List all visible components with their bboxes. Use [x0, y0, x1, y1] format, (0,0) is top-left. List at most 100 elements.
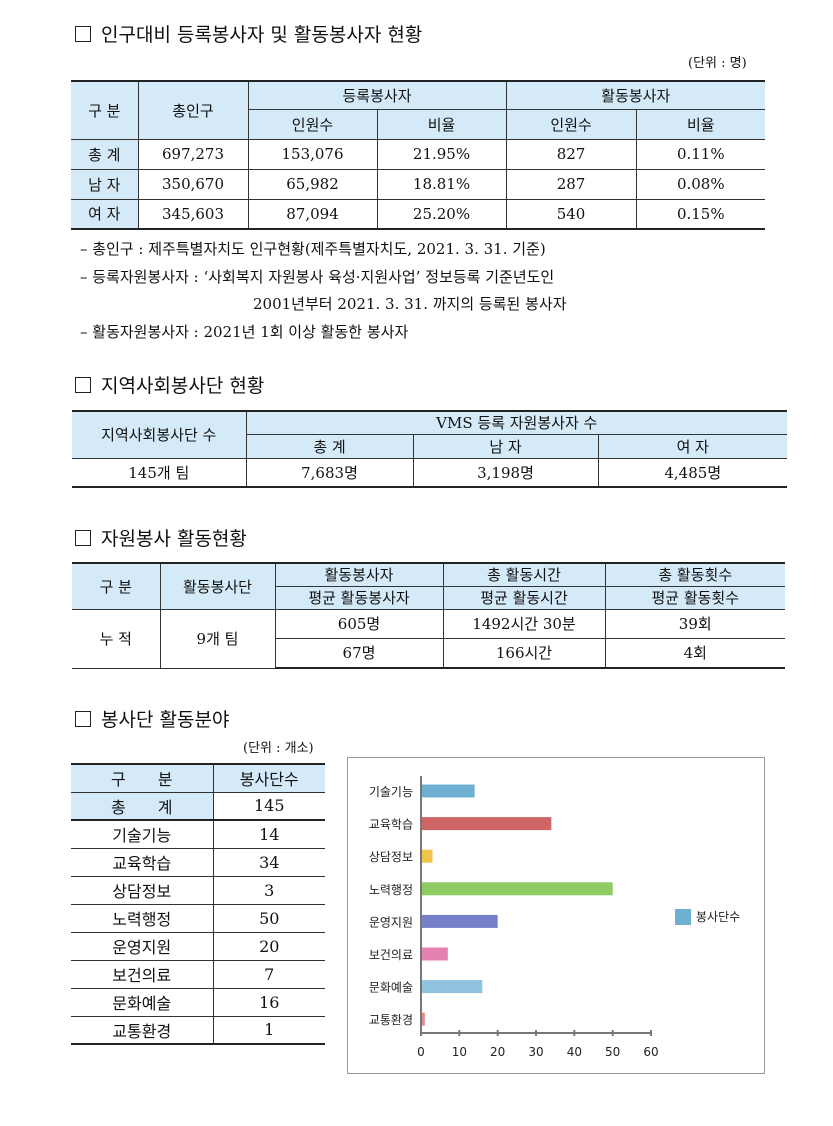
- category-label: 상담정보: [369, 850, 413, 864]
- cell-reg-ratio: 18.81%: [376, 168, 507, 200]
- section4-title-text: 봉사단 활동분야: [101, 709, 230, 731]
- x-tick-label: 50: [605, 1045, 620, 1059]
- cell-reg-count: 87,094: [247, 198, 378, 230]
- bar-기술기능: [421, 784, 475, 798]
- header-act-ratio: 비율: [635, 108, 766, 140]
- field-table: 구 분 봉사단수 총 계 145 기술기능 14 교육학습 34 상담정보 3 노력행정 50…: [71, 763, 325, 1045]
- section3-title: 자원봉사 활동현황: [75, 524, 247, 551]
- cell-act-ratio: 0.15%: [635, 198, 766, 230]
- section2-title: 지역사회봉사단 현황: [75, 371, 264, 398]
- table-row: 누 적 9개 팀 605명 1492시간 30분 39회: [72, 608, 785, 669]
- total-value: 145: [212, 791, 325, 821]
- header-groups: 지역사회봉사단 수: [72, 410, 247, 459]
- header-female: 여 자: [597, 433, 788, 459]
- header-registered: 등록봉사자: [247, 80, 507, 110]
- bar-운영지원: [421, 914, 498, 928]
- x-tick-label: 60: [643, 1045, 658, 1059]
- cell-reg-ratio: 21.95%: [376, 138, 507, 170]
- x-tick-label: 20: [490, 1045, 505, 1059]
- section1-unit: (단위 : 명): [688, 56, 747, 71]
- category-label: 노력행정: [369, 882, 413, 897]
- header-groups: 활동봉사단: [159, 562, 276, 610]
- checkbox-square-icon: [75, 530, 91, 546]
- table-row: 67명 166시간 4회: [72, 637, 785, 669]
- cell-reg-ratio: 25.20%: [376, 198, 507, 230]
- row-label: 누 적: [72, 608, 161, 669]
- field-value: 3: [212, 875, 325, 905]
- cell-act-ratio: 0.11%: [635, 138, 766, 170]
- table-row: 운영지원 20: [71, 931, 325, 961]
- checkbox-square-icon: [75, 377, 91, 393]
- cell-population: 350,670: [137, 168, 249, 200]
- note-registered-cont: 2001년부터 2021. 3. 31. 까지의 등록된 봉사자: [253, 295, 567, 313]
- cell-population: 345,603: [137, 198, 249, 230]
- field-value: 14: [212, 819, 325, 849]
- header-count: 봉사단수: [212, 763, 325, 793]
- field-value: 1: [212, 1015, 325, 1045]
- cell-avg-hours: 166시간: [442, 637, 606, 669]
- legend-label: 봉사단수: [696, 910, 740, 924]
- table-row: 상담정보 3: [71, 875, 325, 905]
- bar-상담정보: [421, 849, 433, 863]
- table-row: 총 계 697,273 153,076 21.95% 827 0.11%: [71, 138, 766, 170]
- category-label: 교통환경: [369, 1013, 413, 1027]
- header-times: 총 활동횟수: [604, 562, 785, 587]
- note-active: – 활동자원봉사자 : 2021년 1회 이상 활동한 봉사자: [80, 323, 409, 341]
- note-registered: – 등록자원봉사자 : ‘사회복지 자원봉사 육성·지원사업’ 정보등록 기준년…: [80, 268, 555, 286]
- field-label: 기술기능: [71, 819, 214, 849]
- cell-reg-count: 153,076: [247, 138, 378, 170]
- field-label: 노력행정: [71, 903, 214, 933]
- field-label: 운영지원: [71, 931, 214, 961]
- table-row: 남 자 350,670 65,982 18.81% 287 0.08%: [71, 168, 766, 200]
- x-tick-label: 10: [452, 1045, 467, 1059]
- cell-population: 697,273: [137, 138, 249, 170]
- total-label: 총 계: [71, 791, 214, 821]
- cell-act-count: 287: [505, 168, 637, 200]
- field-value: 16: [212, 987, 325, 1017]
- x-tick-label: 30: [528, 1045, 543, 1059]
- cell-avg-volunteers: 67명: [275, 637, 444, 669]
- bar-문화예술: [421, 980, 483, 994]
- table-row: 교통환경 1: [71, 1015, 325, 1045]
- x-tick-label: 0: [417, 1045, 425, 1059]
- table-row: 145개 팀 7,683명 3,198명 4,485명: [72, 457, 788, 488]
- category-label: 운영지원: [369, 915, 413, 929]
- category-label: 보건의료: [369, 948, 413, 962]
- header-avg-times: 평균 활동횟수: [604, 585, 785, 610]
- header-population: 총인구: [137, 80, 249, 140]
- legend-swatch: [675, 909, 691, 925]
- cell-total: 7,683명: [245, 457, 414, 488]
- field-label: 교통환경: [71, 1015, 214, 1045]
- section3-title-text: 자원봉사 활동현황: [101, 528, 247, 550]
- population-table: 구 분 총인구 등록봉사자 활동봉사자 인원수 비율 인원수 비율 총 계 69…: [71, 80, 766, 230]
- cell-avg-times: 4회: [604, 637, 785, 669]
- section1-title: 인구대비 등록봉사자 및 활동봉사자 현황: [75, 20, 422, 47]
- header-category: 구 분: [72, 562, 161, 610]
- category-label: 교육학습: [369, 818, 413, 832]
- checkbox-square-icon: [75, 26, 91, 42]
- cell-act-count: 827: [505, 138, 637, 170]
- activity-table: 구 분 활동봉사단 활동봉사자 총 활동시간 총 활동횟수 평균 활동봉사자 평…: [72, 562, 785, 669]
- cell-groups: 145개 팀: [72, 457, 247, 488]
- x-tick-label: 40: [567, 1045, 582, 1059]
- header-reg-ratio: 비율: [376, 108, 507, 140]
- cell-total-times: 39회: [604, 608, 785, 639]
- row-label: 여 자: [71, 198, 139, 230]
- header-male: 남 자: [412, 433, 599, 459]
- category-label: 문화예술: [369, 981, 413, 995]
- table-row: 문화예술 16: [71, 987, 325, 1017]
- cell-male: 3,198명: [412, 457, 599, 488]
- field-value: 50: [212, 903, 325, 933]
- cell-total-hours: 1492시간 30분: [442, 608, 606, 639]
- row-label: 총 계: [71, 138, 139, 170]
- field-label: 교육학습: [71, 847, 214, 877]
- cell-female: 4,485명: [597, 457, 788, 488]
- row-label: 남 자: [71, 168, 139, 200]
- table-row: 교육학습 34: [71, 847, 325, 877]
- section4-unit: (단위 : 개소): [243, 741, 314, 756]
- category-label: 기술기능: [369, 785, 413, 799]
- header-volunteers: 활동봉사자: [274, 562, 444, 587]
